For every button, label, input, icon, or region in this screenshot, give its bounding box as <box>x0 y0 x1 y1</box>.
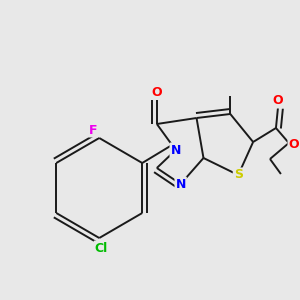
Text: S: S <box>234 169 243 182</box>
Text: O: O <box>289 139 299 152</box>
Text: F: F <box>89 124 98 136</box>
Text: Cl: Cl <box>94 242 108 254</box>
Text: N: N <box>176 178 186 190</box>
Text: O: O <box>152 85 162 98</box>
Text: O: O <box>273 94 283 107</box>
Text: N: N <box>170 143 181 157</box>
